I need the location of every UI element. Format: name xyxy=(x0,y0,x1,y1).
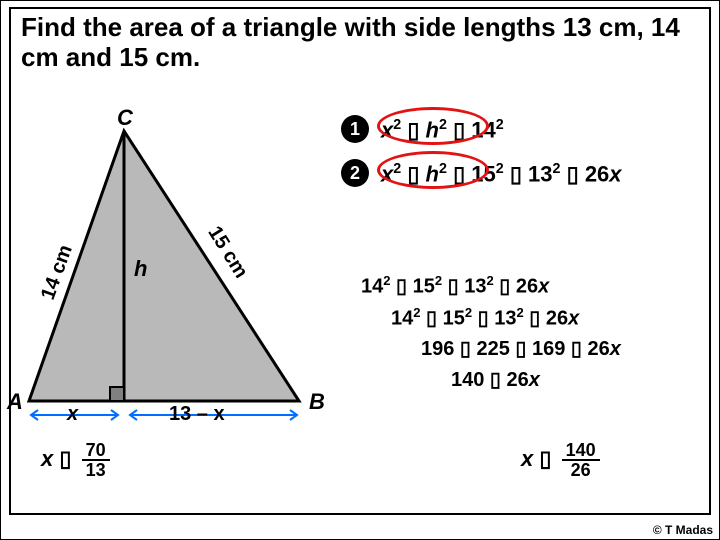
x-result-right: x ▯ 14026 xyxy=(521,441,604,479)
work-step: 196 ▯ 225 ▯ 169 ▯ 26x xyxy=(361,334,701,365)
work-step: 142 ▯ 152 ▯ 132 ▯ 26x xyxy=(361,303,701,335)
work-step: 142 ▯ 152 ▯ 132 ▯ 26x xyxy=(361,271,701,303)
vertex-b: B xyxy=(309,389,325,415)
eq-line-1: 1 x2 ▯ h2 ▯ 142 xyxy=(341,115,701,149)
derivation-steps: 142 ▯ 152 ▯ 132 ▯ 26x142 ▯ 152 ▯ 132 ▯ 2… xyxy=(361,271,701,396)
seg-rest-label: 13 – x xyxy=(169,403,225,426)
badge-1: 1 xyxy=(341,115,369,143)
triangle-diagram: C A B 14 cm 15 cm h x 13 – x xyxy=(19,111,319,441)
altitude-label: h xyxy=(134,256,147,282)
work-step: 140 ▯ 26x xyxy=(361,365,701,396)
eq-2: x2 ▯ h2 ▯ 152 ▯ 132 ▯ 26x xyxy=(381,161,622,187)
vertex-c: C xyxy=(117,105,133,131)
seg-x-label: x xyxy=(67,403,78,426)
x-result-left: x ▯ 7013 xyxy=(41,441,114,479)
eq-1: x2 ▯ h2 ▯ 142 xyxy=(381,117,504,143)
credit-text: © T Madas xyxy=(653,523,713,537)
vertex-a: A xyxy=(7,389,23,415)
badge-2: 2 xyxy=(341,159,369,187)
question-text: Find the area of a triangle with side le… xyxy=(21,13,701,73)
equations-block: 1 x2 ▯ h2 ▯ 142 2 x2 ▯ h2 ▯ 152 ▯ 132 ▯ … xyxy=(341,111,701,203)
eq-line-2: 2 x2 ▯ h2 ▯ 152 ▯ 132 ▯ 26x xyxy=(341,159,701,193)
